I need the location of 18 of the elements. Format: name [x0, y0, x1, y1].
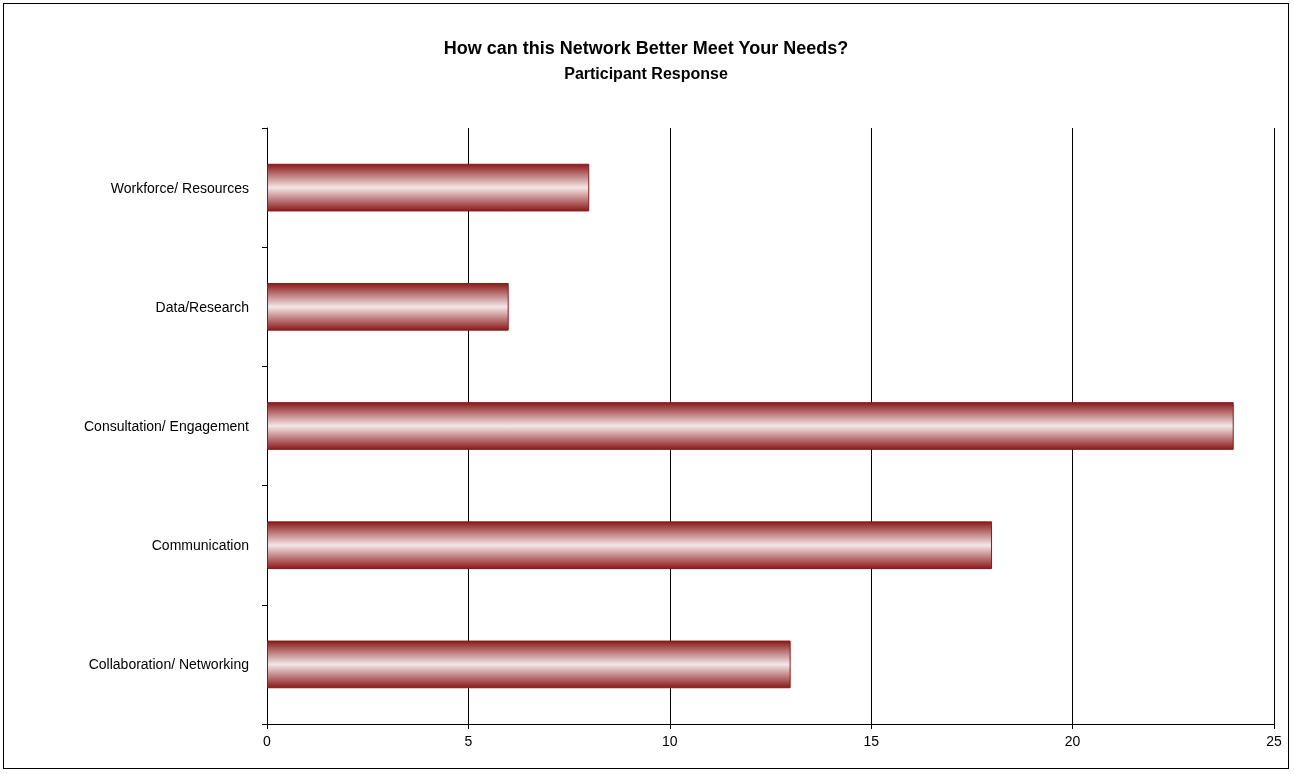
bar: [267, 282, 509, 331]
y-tick-label: Workforce/ Resources: [110, 179, 249, 196]
bar: [267, 640, 791, 689]
bar: [267, 163, 590, 212]
x-tick-label: 15: [863, 733, 880, 749]
x-tick-label: 20: [1064, 733, 1081, 749]
y-tick-label: Consultation/ Engagement: [84, 418, 250, 434]
bar: [267, 402, 1234, 450]
y-tick-label: Communication: [151, 537, 249, 554]
y-tick-label: Collaboration/ Networking: [88, 656, 249, 673]
x-tick-label: 25: [1266, 733, 1282, 749]
x-tick-label: 5: [464, 733, 473, 749]
y-tick-label: Data/Research: [155, 298, 249, 315]
x-tick-label: 0: [263, 733, 272, 749]
chart-title: How can this Network Better Meet Your Needs?: [443, 38, 849, 58]
x-tick-label: 10: [662, 733, 678, 749]
chart-subtitle: Participant Response: [564, 64, 728, 82]
bar: [267, 521, 993, 570]
